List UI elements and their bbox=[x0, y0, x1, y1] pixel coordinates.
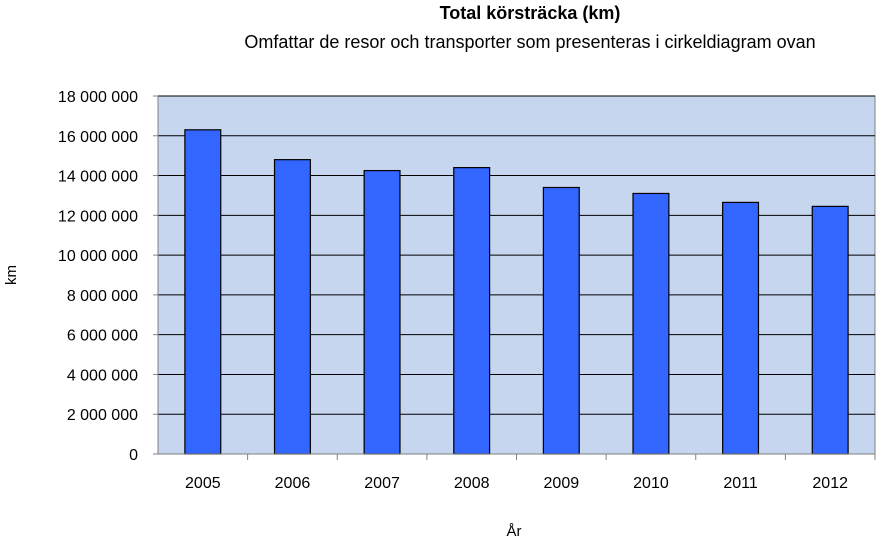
chart-title: Total körsträcka (km) bbox=[440, 3, 621, 23]
y-tick-label: 14 000 000 bbox=[58, 169, 138, 186]
y-tick-label: 18 000 000 bbox=[58, 89, 138, 106]
y-tick-label: 6 000 000 bbox=[67, 328, 138, 345]
bar-2006 bbox=[273, 159, 311, 455]
bar-2008 bbox=[453, 167, 491, 455]
plot-area bbox=[157, 95, 876, 455]
x-tick-label: 2007 bbox=[364, 475, 400, 492]
x-tick-label: 2009 bbox=[544, 475, 580, 492]
y-tick-label: 8 000 000 bbox=[67, 288, 138, 305]
x-axis-ticks: 2005 2006 2007 2008 2009 2010 2011 2012 bbox=[185, 454, 876, 492]
x-tick-label: 2010 bbox=[633, 475, 669, 492]
bar-2009 bbox=[542, 186, 580, 455]
x-tick-label: 2011 bbox=[723, 475, 758, 492]
x-tick-label: 2012 bbox=[812, 475, 848, 492]
y-tick-label: 16 000 000 bbox=[58, 129, 138, 146]
y-tick-label: 12 000 000 bbox=[58, 208, 138, 225]
chart-subtitle: Omfattar de resor och transporter som pr… bbox=[244, 32, 815, 52]
x-tick-label: 2006 bbox=[275, 475, 311, 492]
x-axis-label: År bbox=[507, 523, 522, 540]
y-axis-label: km bbox=[3, 265, 20, 285]
bar-2005 bbox=[184, 129, 222, 455]
y-tick-label: 0 bbox=[129, 447, 138, 464]
bar-2007 bbox=[363, 169, 401, 455]
y-axis-ticks: 0 2 000 000 4 000 000 6 000 000 8 000 000 10 … bbox=[58, 89, 158, 464]
bar-2010 bbox=[632, 192, 670, 455]
x-tick-label: 2005 bbox=[185, 475, 221, 492]
y-tick-label: 2 000 000 bbox=[67, 407, 138, 424]
x-tick-label: 2008 bbox=[454, 475, 490, 492]
y-tick-label: 10 000 000 bbox=[58, 248, 138, 265]
bars bbox=[184, 129, 849, 455]
bar-2011 bbox=[722, 201, 760, 455]
y-tick-label: 4 000 000 bbox=[67, 367, 138, 384]
bar-2012 bbox=[811, 205, 849, 455]
